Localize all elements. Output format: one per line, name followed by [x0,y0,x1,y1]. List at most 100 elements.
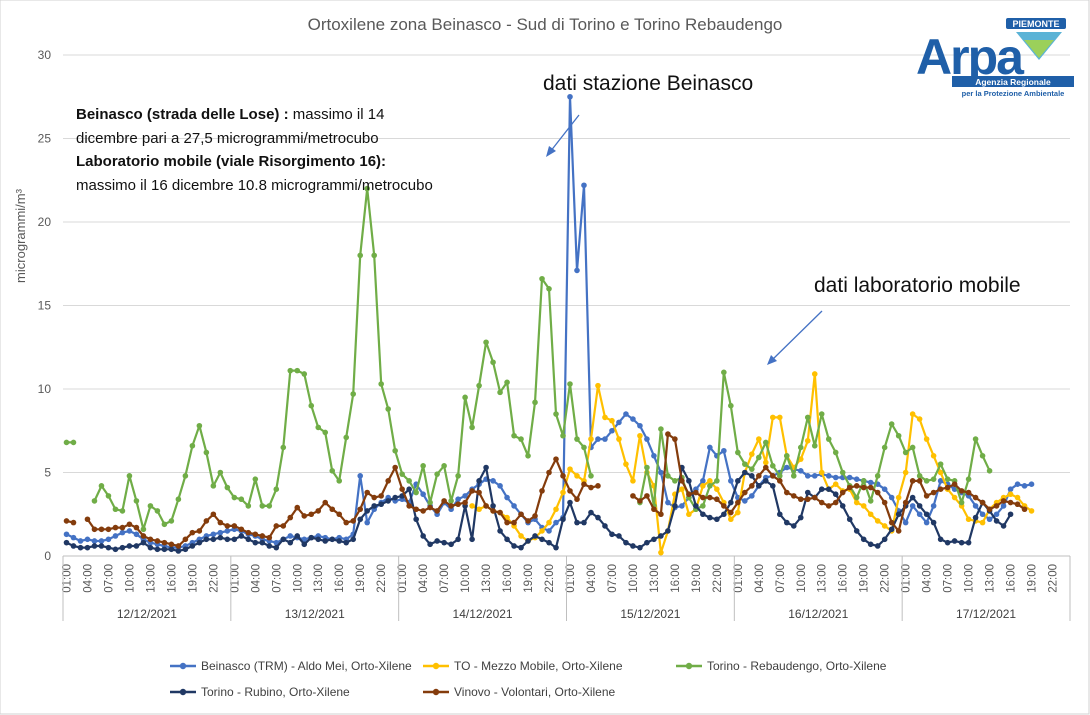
y-tick-label: 15 [38,299,52,313]
data-point [804,437,811,444]
data-point [686,491,692,498]
data-point [308,534,315,541]
data-point [853,476,860,482]
data-point [133,498,140,504]
series-3 [63,464,1014,554]
data-point [623,411,629,417]
x-hour-tick-label: 07:00 [607,564,619,593]
data-point [357,516,364,523]
data-point [217,519,224,526]
data-point [937,486,944,493]
data-point [986,506,993,513]
data-point [567,499,573,506]
data-point [168,546,175,553]
data-point [965,539,972,546]
data-point [126,543,133,549]
data-point [902,449,909,456]
x-hour-tick-label: 01:00 [733,564,745,593]
data-point [119,508,126,514]
data-point [916,503,923,509]
y-axis-ticks: 0 5 10 15 20 25 30 [38,48,52,563]
legend-marker-4 [432,688,440,696]
data-point [916,511,923,518]
data-point [916,416,923,422]
data-point [105,526,112,533]
data-point [231,494,238,501]
x-hour-tick-label: 01:00 [61,564,73,593]
data-point [658,426,664,432]
x-hour-tick-label: 04:00 [922,564,934,593]
data-point [126,521,133,528]
x-hour-tick-label: 22:00 [208,564,220,593]
data-point [965,489,972,496]
x-hour-tick-label: 13:00 [649,564,661,593]
data-point [609,417,615,424]
data-point [238,533,245,539]
data-point [609,531,615,538]
data-point [350,391,357,397]
data-point [574,519,580,526]
y-tick-label: 5 [44,466,51,480]
data-point [84,544,91,551]
data-point [1014,481,1021,487]
data-point [154,546,161,553]
data-point [245,536,252,543]
x-day-label: 14/12/2021 [453,607,513,621]
data-point [511,519,517,526]
data-point [721,511,727,518]
data-point [462,499,468,506]
data-point [280,523,287,529]
data-point [560,432,566,439]
x-hour-tick-label: 16:00 [838,564,850,593]
x-hour-tick-label: 07:00 [271,564,283,593]
data-point [406,486,412,493]
data-point [525,538,531,544]
data-point [644,493,650,499]
data-point [574,267,580,274]
x-day-label: 12/12/2021 [117,607,177,621]
data-point [119,529,126,536]
x-hour-tick-label: 19:00 [187,564,199,593]
data-point [434,508,440,514]
data-point [860,536,867,543]
data-point [937,536,944,543]
data-point [511,503,517,509]
data-point [224,523,231,529]
data-point [364,508,370,514]
x-hour-tick-label: 22:00 [1048,564,1060,593]
data-point [818,469,825,476]
data-point [728,509,734,516]
data-point [371,503,377,509]
x-hour-tick-label: 19:00 [691,564,703,593]
data-point [797,468,804,474]
data-point [818,486,825,493]
data-point [888,494,895,501]
data-point [909,444,916,451]
data-point [413,489,419,496]
data-point [294,533,301,539]
data-point [595,382,601,389]
data-point [679,486,685,493]
data-point [476,489,482,496]
data-point [979,453,986,459]
data-point [574,436,580,442]
data-point [301,371,308,377]
data-point [462,493,468,499]
data-point [203,449,210,456]
data-point [469,503,475,509]
data-point [441,463,447,469]
data-point [259,503,266,509]
data-point [846,484,853,491]
data-point [133,543,140,549]
data-point [693,503,699,509]
data-point [769,483,776,489]
data-point [84,516,91,523]
data-point [895,528,902,534]
data-point [958,499,965,506]
legend-label-4: Vinovo - Volontari, Orto-Xilene [454,685,616,699]
data-point [196,528,203,534]
data-point [532,513,538,519]
data-point [651,453,657,459]
